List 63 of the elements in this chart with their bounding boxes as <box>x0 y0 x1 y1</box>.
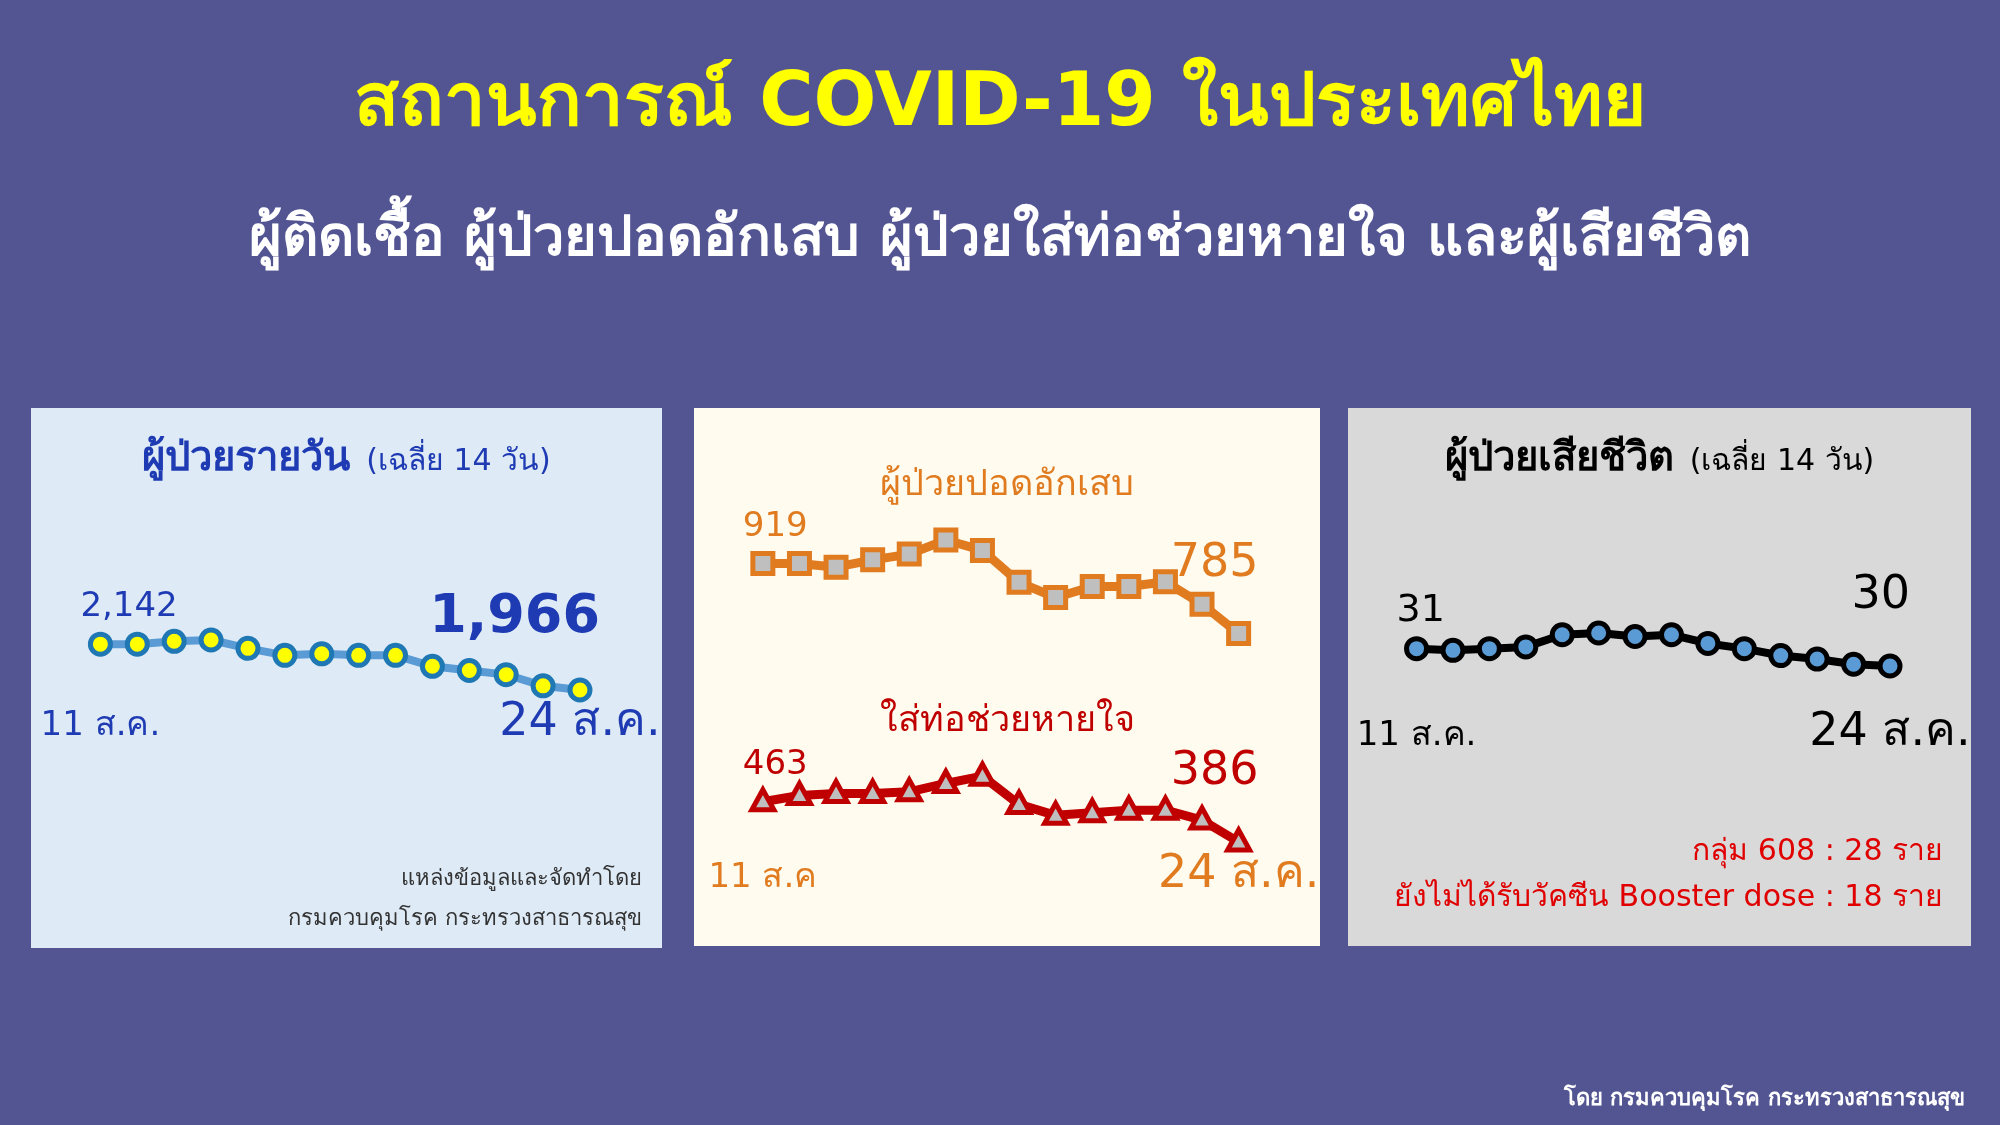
point <box>1003 787 1035 815</box>
point <box>1586 620 1612 646</box>
data-label: 31 <box>1396 585 1445 630</box>
chart-title: ผู้ป่วยรายวัน <box>142 433 351 481</box>
text: ยังไม่ได้รับวัคซีน Booster dose : 18 ราย <box>1394 878 1943 913</box>
point <box>823 554 849 580</box>
point <box>1877 653 1903 679</box>
data-label: 463 <box>742 741 808 782</box>
point <box>1549 622 1575 648</box>
x-tick-label: 24 ส.ค. <box>1809 702 1971 756</box>
data-label: 1,966 <box>429 582 600 645</box>
point <box>967 759 996 787</box>
point <box>969 537 995 563</box>
text: ผู้ติดเชื้อ ผู้ป่วยปอดอักเสบ ผู้ป่วยใส่ท่อช่วยหายใจ และผู้เสียชีวิต <box>248 195 1752 271</box>
text: แหล่งข้อมูลและจัดทำโดย <box>401 865 642 891</box>
point <box>1768 643 1794 669</box>
point <box>1404 636 1430 662</box>
data-label: 386 <box>1170 741 1259 795</box>
x-tick-label: 24 ส.ค. <box>1157 844 1320 898</box>
text: สถานการณ์ COVID-19 ในประเทศไทย <box>354 56 1646 142</box>
point <box>1622 623 1648 649</box>
point <box>1658 622 1684 648</box>
series-label: ใส่ท่อช่วยหายใจ <box>879 698 1135 740</box>
point <box>1513 634 1539 660</box>
point <box>1150 793 1181 821</box>
point <box>786 551 812 577</box>
text: กลุ่ม 608 : 28 ราย <box>1692 832 1943 869</box>
x-tick-label: 11 ส.ค. <box>1356 713 1477 753</box>
point <box>1043 584 1069 610</box>
point <box>1841 651 1867 677</box>
point <box>933 527 959 553</box>
point <box>1226 621 1252 647</box>
point <box>857 776 888 804</box>
text: โดย กรมควบคุมโรค กระทรวงสาธารณสุข <box>1562 1084 1965 1112</box>
point <box>750 551 776 577</box>
point <box>1731 636 1757 662</box>
point <box>1006 569 1032 595</box>
point <box>860 547 886 573</box>
x-tick-label: 11 ส.ค. <box>40 703 161 743</box>
point <box>1189 591 1215 617</box>
point <box>784 778 815 806</box>
point <box>1476 636 1502 662</box>
point <box>1440 637 1466 663</box>
point <box>930 766 961 794</box>
point <box>821 776 852 804</box>
data-label: 785 <box>1170 532 1259 587</box>
point <box>1116 574 1142 599</box>
point <box>1079 574 1105 599</box>
chart-subtitle: (เฉลี่ย 14 วัน) <box>1689 439 1875 477</box>
point <box>1113 793 1144 821</box>
text: กรมควบคุมโรค กระทรวงสาธารณสุข <box>288 905 642 931</box>
point <box>1804 646 1830 672</box>
point <box>1695 630 1721 656</box>
series-label: ผู้ป่วยปอดอักเสบ <box>880 462 1134 505</box>
data-label: 919 <box>742 503 808 544</box>
point <box>896 541 922 567</box>
chart-subtitle: (เฉลี่ย 14 วัน) <box>366 439 551 477</box>
x-tick-label: 24 ส.ค. <box>499 692 661 746</box>
data-label: 30 <box>1851 565 1911 619</box>
point <box>1040 798 1071 826</box>
x-tick-label: 11 ส.ค <box>708 855 818 895</box>
data-label: 2,142 <box>80 584 178 625</box>
chart-title: ผู้ป่วยเสียชีวิต <box>1444 433 1674 481</box>
